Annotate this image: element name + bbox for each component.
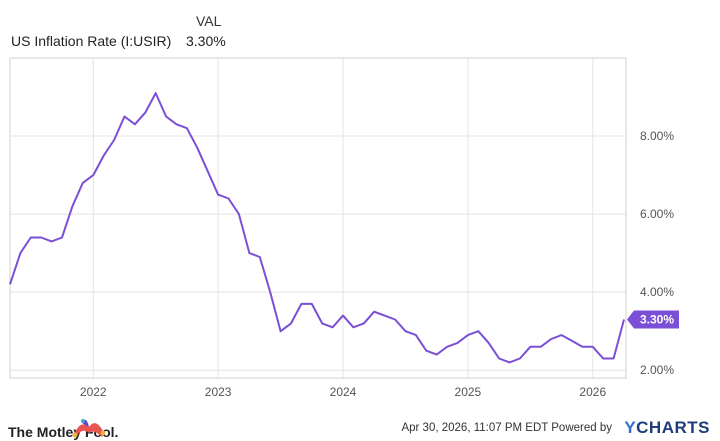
last-value-badge: [627, 310, 679, 329]
y-tick-label: 4.00%: [640, 285, 674, 299]
legend-series-name[interactable]: US Inflation Rate (I:USIR): [11, 33, 172, 49]
legend-header: VAL: [196, 13, 222, 29]
x-tick-label: 2022: [80, 385, 107, 399]
plot-border: [9, 57, 627, 379]
legend-series-value: 3.30%: [186, 33, 226, 49]
timestamp: Apr 30, 2026, 11:07 PM EDT Powered by: [401, 422, 612, 434]
series-line[interactable]: [9, 92, 625, 364]
y-tick-label: 6.00%: [640, 207, 674, 221]
inflation-line-chart: 2022 2023 2024 2025 2026 2.00% 4.00% 6.00% 8.00%…: [9, 57, 679, 399]
chart-legend: VAL US Inflation Rate (I:USIR) 3.30%: [0, 0, 260, 54]
x-tick-label: 2024: [330, 385, 357, 399]
ycharts-logo[interactable]: YCHARTS: [624, 418, 710, 437]
jester-hat-icon: [72, 419, 106, 438]
x-tick-label: 2023: [205, 385, 232, 399]
x-tick-label: 2026: [579, 385, 606, 399]
motley-fool-logo[interactable]: The Motley Fool.: [8, 413, 118, 440]
y-tick-label: 2.00%: [640, 363, 674, 377]
footer: The Motley Fool. Apr 30, 2026, 11:07 PM …: [0, 405, 720, 441]
x-tick-label: 2025: [455, 385, 482, 399]
y-tick-label: 8.00%: [640, 129, 674, 143]
last-value-label: 3.30%: [640, 312, 674, 326]
ycharts-wordmark: CHARTS: [636, 418, 710, 437]
